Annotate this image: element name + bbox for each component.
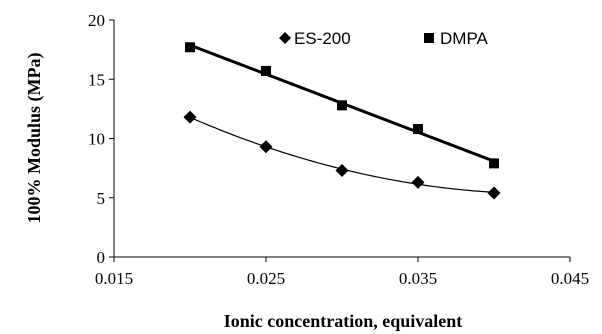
y-tick-label: 10 <box>88 130 105 149</box>
data-point-dmpa <box>185 42 195 53</box>
y-tick-label: 0 <box>97 248 106 267</box>
x-tick-label: 0.015 <box>95 269 133 288</box>
trendline-es-200 <box>189 116 495 193</box>
legend: ES-200 DMPA <box>279 29 489 48</box>
y-axis-title: 100% Modulus (MPa) <box>24 52 45 223</box>
data-point-es-200 <box>335 163 349 177</box>
data-point-dmpa <box>261 65 271 76</box>
data-point-dmpa <box>413 124 423 135</box>
y-tick-label: 5 <box>97 189 106 208</box>
x-tick-label: 0.045 <box>551 269 589 288</box>
x-tick-label: 0.025 <box>247 269 285 288</box>
data-point-es-200 <box>259 140 273 154</box>
legend-item-es-200: ES-200 <box>279 29 351 48</box>
plot-area: 0 5 10 15 20 0.015 0.025 0.035 0.045 <box>88 11 589 288</box>
x-axis-title: Ionic concentration, equivalent <box>224 311 463 331</box>
legend-label-dmpa: DMPA <box>440 29 489 48</box>
data-point-es-200 <box>487 186 501 200</box>
data-point-dmpa <box>489 158 499 169</box>
legend-item-dmpa: DMPA <box>424 29 489 48</box>
x-tick-label: 0.035 <box>399 269 437 288</box>
data-point-dmpa <box>337 100 347 111</box>
data-point-es-200 <box>183 110 197 124</box>
y-tick-label: 20 <box>88 11 105 30</box>
y-tick-label: 15 <box>88 70 105 89</box>
legend-label-es-200: ES-200 <box>294 29 351 48</box>
legend-marker-dmpa <box>424 33 434 43</box>
data-point-es-200 <box>411 175 425 189</box>
legend-marker-es-200 <box>279 32 291 44</box>
